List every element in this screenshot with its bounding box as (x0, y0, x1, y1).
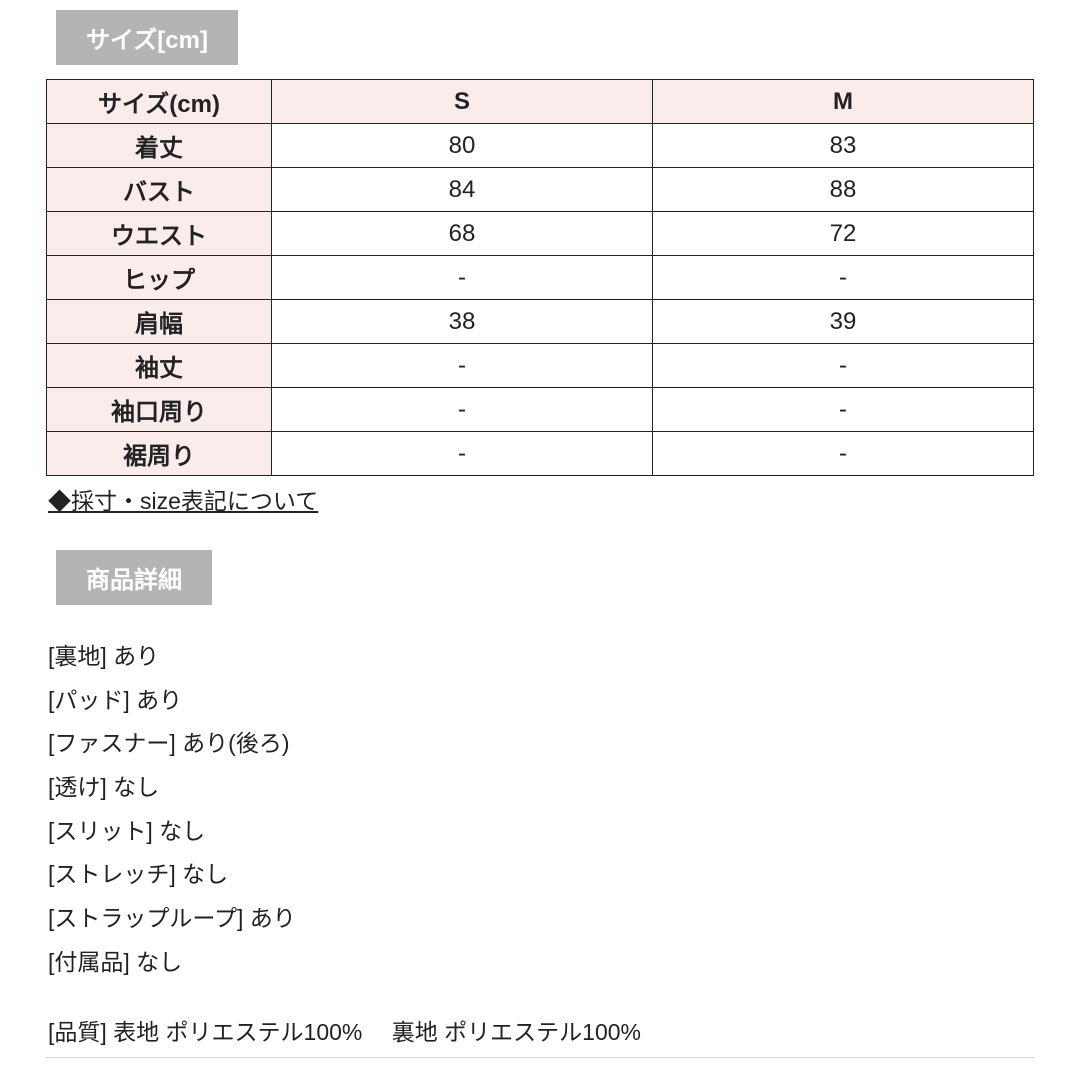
cell-value: 68 (272, 212, 653, 256)
detail-item: [パッド] あり (48, 679, 1034, 723)
cell-value: - (653, 256, 1034, 300)
size-note-link[interactable]: ◆採寸・size表記について (48, 482, 318, 516)
detail-item: [ファスナー] あり(後ろ) (48, 722, 1034, 766)
table-row: 着丈8083 (47, 124, 1034, 168)
row-label: ウエスト (47, 212, 272, 256)
detail-item: [透け] なし (48, 766, 1034, 810)
cell-value: 84 (272, 168, 653, 212)
size-table-header-row: サイズ(cm) S M (47, 80, 1034, 124)
cell-value: - (653, 432, 1034, 476)
quality-line: [品質] 表地 ポリエステル100% 裏地 ポリエステル100% (48, 1013, 1034, 1047)
table-row: ヒップ-- (47, 256, 1034, 300)
cell-value: 38 (272, 300, 653, 344)
cell-value: 72 (653, 212, 1034, 256)
cell-value: 80 (272, 124, 653, 168)
detail-item: [ストラップループ] あり (48, 897, 1034, 941)
row-label: 袖口周り (47, 388, 272, 432)
cell-value: - (653, 388, 1034, 432)
table-row: 肩幅3839 (47, 300, 1034, 344)
size-table: サイズ(cm) S M 着丈8083バスト8488ウエスト6872ヒップ--肩幅… (46, 79, 1034, 476)
cell-value: 39 (653, 300, 1034, 344)
cell-value: - (272, 388, 653, 432)
row-label: ヒップ (47, 256, 272, 300)
table-row: 袖口周り-- (47, 388, 1034, 432)
table-row: ウエスト6872 (47, 212, 1034, 256)
cell-value: - (272, 344, 653, 388)
cell-value: - (653, 344, 1034, 388)
size-table-col-0: サイズ(cm) (47, 80, 272, 124)
bottom-divider (46, 1057, 1034, 1058)
size-table-col-1: S (272, 80, 653, 124)
row-label: 着丈 (47, 124, 272, 168)
table-row: 袖丈-- (47, 344, 1034, 388)
size-table-col-2: M (653, 80, 1034, 124)
table-row: 裾周り-- (47, 432, 1034, 476)
detail-item: [スリット] なし (48, 810, 1034, 854)
row-label: バスト (47, 168, 272, 212)
detail-item: [付属品] なし (48, 941, 1034, 985)
row-label: 肩幅 (47, 300, 272, 344)
size-section-header: サイズ[cm] (56, 10, 238, 65)
detail-item: [裏地] あり (48, 635, 1034, 679)
details-section-header: 商品詳細 (56, 550, 212, 605)
details-list: [裏地] あり[パッド] あり[ファスナー] あり(後ろ)[透け] なし[スリッ… (48, 635, 1034, 985)
detail-item: [ストレッチ] なし (48, 853, 1034, 897)
row-label: 裾周り (47, 432, 272, 476)
row-label: 袖丈 (47, 344, 272, 388)
cell-value: - (272, 256, 653, 300)
cell-value: 88 (653, 168, 1034, 212)
table-row: バスト8488 (47, 168, 1034, 212)
cell-value: 83 (653, 124, 1034, 168)
cell-value: - (272, 432, 653, 476)
